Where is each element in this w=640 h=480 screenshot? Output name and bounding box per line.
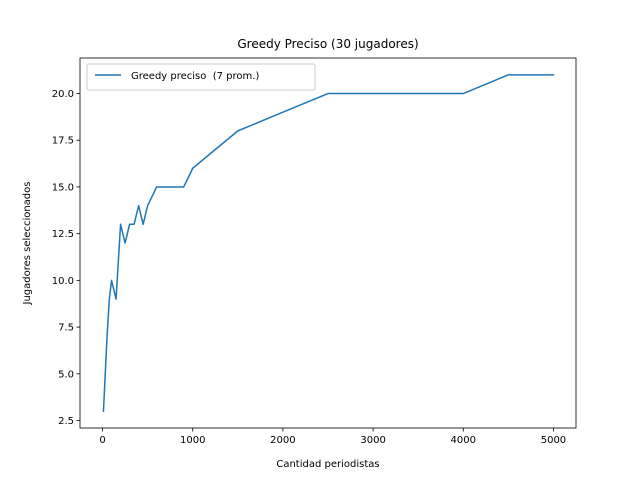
chart-title: Greedy Preciso (30 jugadores) xyxy=(237,37,418,51)
x-tick-label: 5000 xyxy=(541,435,566,446)
y-tick-label: 10.0 xyxy=(52,276,74,287)
plot-frame xyxy=(79,57,577,429)
x-tick-label: 2000 xyxy=(270,435,295,446)
y-tick-label: 7.5 xyxy=(58,323,74,334)
series-line xyxy=(102,74,555,412)
y-tick-label: 12.5 xyxy=(52,229,74,240)
axis-ticks: 0 1000 2000 3000 4000 5000 2.5 5.0 7.5 10.0 12.5 15… xyxy=(52,89,566,446)
legend: Greedy preciso (7 prom.) xyxy=(86,63,316,91)
x-tick-label: 3000 xyxy=(360,435,385,446)
y-tick-label: 15.0 xyxy=(52,182,74,193)
x-tick-label: 0 xyxy=(99,435,105,446)
legend-box xyxy=(86,63,316,91)
series-layer xyxy=(102,74,555,412)
y-tick-label: 5.0 xyxy=(58,369,74,380)
x-tick-label: 4000 xyxy=(451,435,476,446)
y-tick-label: 20.0 xyxy=(52,89,74,100)
y-tick-label: 17.5 xyxy=(52,136,74,147)
legend-label: Greedy preciso (7 prom.) xyxy=(131,71,259,82)
y-axis-label: Jugadores seleccionados xyxy=(22,182,33,306)
y-tick-label: 2.5 xyxy=(58,416,74,427)
x-tick-label: 1000 xyxy=(180,435,205,446)
x-axis-label: Cantidad periodistas xyxy=(276,459,379,470)
